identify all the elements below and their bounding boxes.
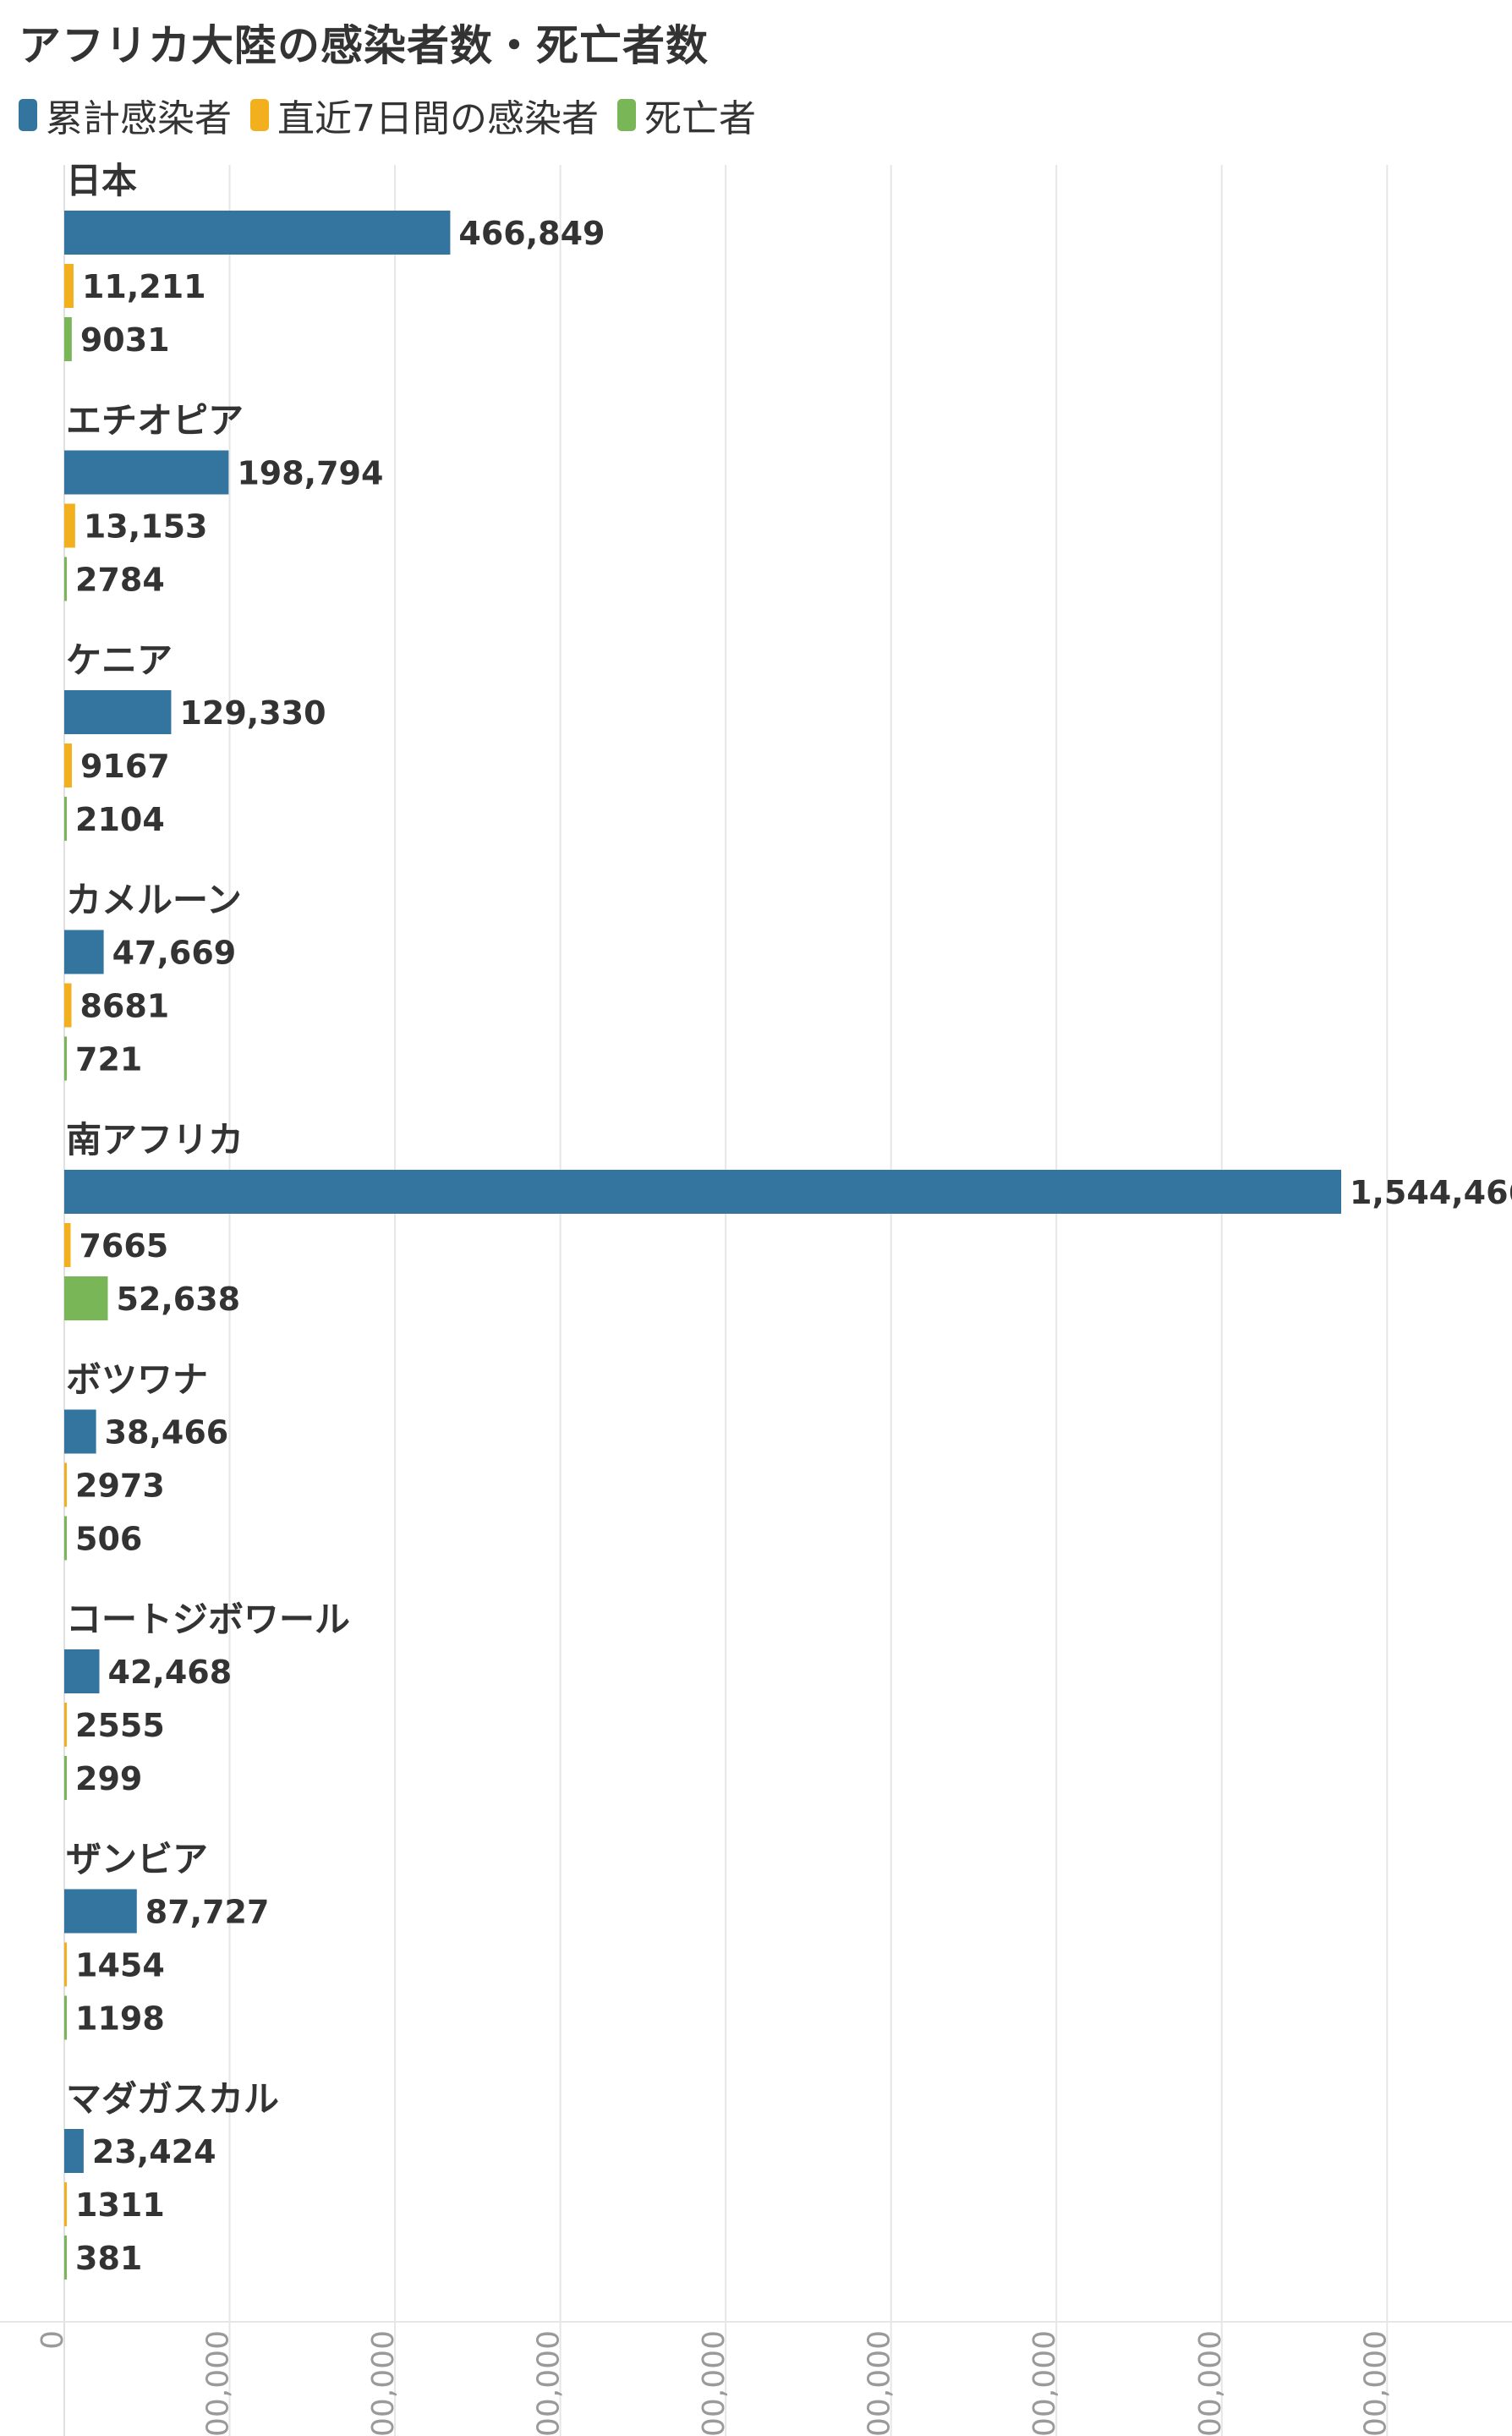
data-label: 2104 bbox=[75, 801, 165, 838]
data-label: 466,849 bbox=[458, 215, 605, 252]
bar bbox=[64, 1170, 1341, 1214]
category-label: 日本 bbox=[66, 160, 137, 201]
chart-title: アフリカ大陸の感染者数・死亡者数 bbox=[19, 21, 709, 70]
legend-swatch-recent-7-days bbox=[250, 99, 269, 131]
bar bbox=[64, 1649, 100, 1693]
data-label: 299 bbox=[75, 1760, 142, 1797]
x-tick-label: 800,000 bbox=[697, 2330, 731, 2436]
bar bbox=[64, 1889, 137, 1934]
bar bbox=[64, 797, 67, 841]
bar bbox=[64, 1409, 96, 1454]
legend-label-recent-7-days: 直近7日間の感染者 bbox=[277, 97, 599, 140]
x-tick-label: 1,200,000 bbox=[1027, 2330, 1062, 2436]
bar bbox=[64, 211, 451, 255]
data-label: 1198 bbox=[75, 2000, 165, 2038]
bar bbox=[64, 317, 72, 361]
data-label: 13,153 bbox=[84, 508, 208, 546]
x-tick-label: 1,400,000 bbox=[1193, 2330, 1228, 2436]
legend-item-deaths[interactable]: 死亡者 bbox=[617, 88, 756, 142]
bar bbox=[64, 2236, 67, 2280]
data-label: 721 bbox=[75, 1041, 142, 1078]
data-label: 2973 bbox=[75, 1468, 165, 1505]
category-label: コートジボワール bbox=[66, 1599, 350, 1640]
bar bbox=[64, 983, 72, 1028]
bar bbox=[64, 1942, 67, 1987]
legend-swatch-cumulative bbox=[19, 99, 37, 131]
category-label: エチオピア bbox=[66, 400, 244, 442]
data-label: 1,544,466 bbox=[1350, 1174, 1512, 1211]
legend-label-deaths: 死亡者 bbox=[644, 97, 756, 140]
bar bbox=[64, 1703, 67, 1747]
bar bbox=[64, 450, 229, 495]
legend-item-cumulative[interactable]: 累計感染者 bbox=[19, 88, 232, 142]
bar bbox=[64, 1756, 67, 1800]
legend: 累計感染者 直近7日間の感染者 死亡者 bbox=[19, 88, 756, 142]
x-tick-label: 0 bbox=[36, 2330, 70, 2350]
data-label: 129,330 bbox=[179, 694, 326, 732]
x-tick-label: 600,000 bbox=[532, 2330, 567, 2436]
data-label: 2555 bbox=[75, 1707, 165, 1744]
data-label: 23,424 bbox=[92, 2133, 216, 2170]
category-label: ボツワナ bbox=[66, 1359, 208, 1401]
bar bbox=[64, 1995, 67, 2040]
data-label: 42,468 bbox=[108, 1654, 233, 1691]
data-label: 2784 bbox=[75, 562, 165, 599]
category-label: ザンビア bbox=[66, 1839, 208, 1880]
category-label: 南アフリカ bbox=[66, 1119, 244, 1160]
data-label: 11,211 bbox=[82, 268, 206, 305]
data-label: 8681 bbox=[79, 988, 169, 1025]
bar bbox=[64, 1036, 67, 1081]
legend-item-recent-7-days[interactable]: 直近7日間の感染者 bbox=[250, 88, 599, 142]
bar bbox=[64, 690, 172, 734]
data-label: 87,727 bbox=[145, 1894, 270, 1931]
data-label: 9031 bbox=[80, 321, 170, 359]
data-label: 506 bbox=[75, 1521, 142, 1558]
data-label: 198,794 bbox=[237, 455, 383, 492]
bar bbox=[64, 1276, 108, 1320]
bar bbox=[64, 1462, 67, 1507]
category-label: マダガスカル bbox=[66, 2078, 279, 2120]
bar bbox=[64, 1223, 71, 1267]
data-label: 381 bbox=[75, 2240, 142, 2277]
data-label: 1454 bbox=[75, 1947, 165, 1984]
x-tick-label: 400,000 bbox=[366, 2330, 401, 2436]
x-tick-label: 200,000 bbox=[201, 2330, 236, 2436]
category-label: ケニア bbox=[66, 639, 173, 681]
bar bbox=[64, 503, 75, 548]
data-label: 1311 bbox=[75, 2186, 165, 2224]
x-tick-label: 1,000,000 bbox=[863, 2330, 897, 2436]
bar bbox=[64, 264, 74, 308]
data-label: 52,638 bbox=[116, 1281, 240, 1318]
data-label: 38,466 bbox=[105, 1414, 229, 1451]
bar bbox=[64, 743, 72, 787]
data-label: 47,669 bbox=[112, 935, 237, 972]
bar bbox=[64, 557, 67, 601]
data-label: 7665 bbox=[79, 1227, 168, 1265]
x-tick-label: 1,600,000 bbox=[1358, 2330, 1393, 2436]
legend-swatch-deaths bbox=[617, 99, 636, 131]
category-label: カメルーン bbox=[66, 880, 242, 921]
data-label: 9167 bbox=[80, 748, 170, 785]
bar bbox=[64, 930, 104, 974]
legend-label-cumulative: 累計感染者 bbox=[46, 97, 232, 140]
bar bbox=[64, 1516, 67, 1561]
bar bbox=[64, 2182, 67, 2226]
bar bbox=[64, 2129, 84, 2173]
